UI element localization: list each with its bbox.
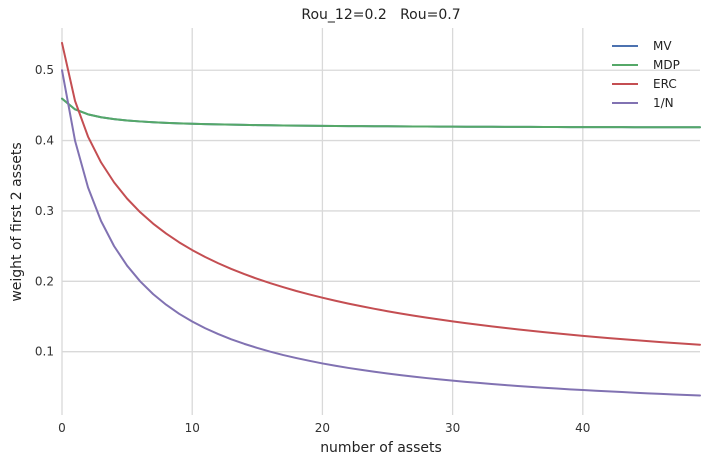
plot-area bbox=[62, 28, 700, 415]
legend: MV MDP ERC 1/N bbox=[612, 39, 680, 110]
x-tick-label: 10 bbox=[185, 421, 200, 435]
legend-label: ERC bbox=[653, 77, 677, 91]
x-tick-label: 30 bbox=[445, 421, 460, 435]
y-tick-label: 0.1 bbox=[35, 345, 54, 359]
grid-layer bbox=[61, 28, 700, 415]
legend-label: 1/N bbox=[653, 96, 674, 110]
y-tick-label: 0.4 bbox=[35, 134, 54, 148]
ticks-layer: 0 10 20 30 40 0.1 0.2 0.3 0.4 0.5 bbox=[35, 63, 591, 435]
y-tick-label: 0.5 bbox=[35, 63, 54, 77]
series-line-1n bbox=[61, 69, 701, 397]
x-tick-label: 20 bbox=[315, 421, 330, 435]
y-tick-label: 0.2 bbox=[35, 274, 54, 288]
y-tick-label: 0.3 bbox=[35, 204, 54, 218]
x-tick-label: 40 bbox=[575, 421, 590, 435]
y-axis-label: weight of first 2 assets bbox=[9, 142, 25, 301]
chart-title: Rou_12=0.2 Rou=0.7 bbox=[301, 7, 460, 23]
series-line-mdp bbox=[61, 97, 701, 129]
legend-label: MDP bbox=[653, 58, 680, 72]
x-axis-label: number of assets bbox=[320, 440, 442, 456]
series-layer bbox=[61, 41, 701, 397]
legend-label: MV bbox=[653, 39, 672, 53]
x-tick-label: 0 bbox=[58, 421, 66, 435]
series-line-erc bbox=[61, 41, 701, 346]
